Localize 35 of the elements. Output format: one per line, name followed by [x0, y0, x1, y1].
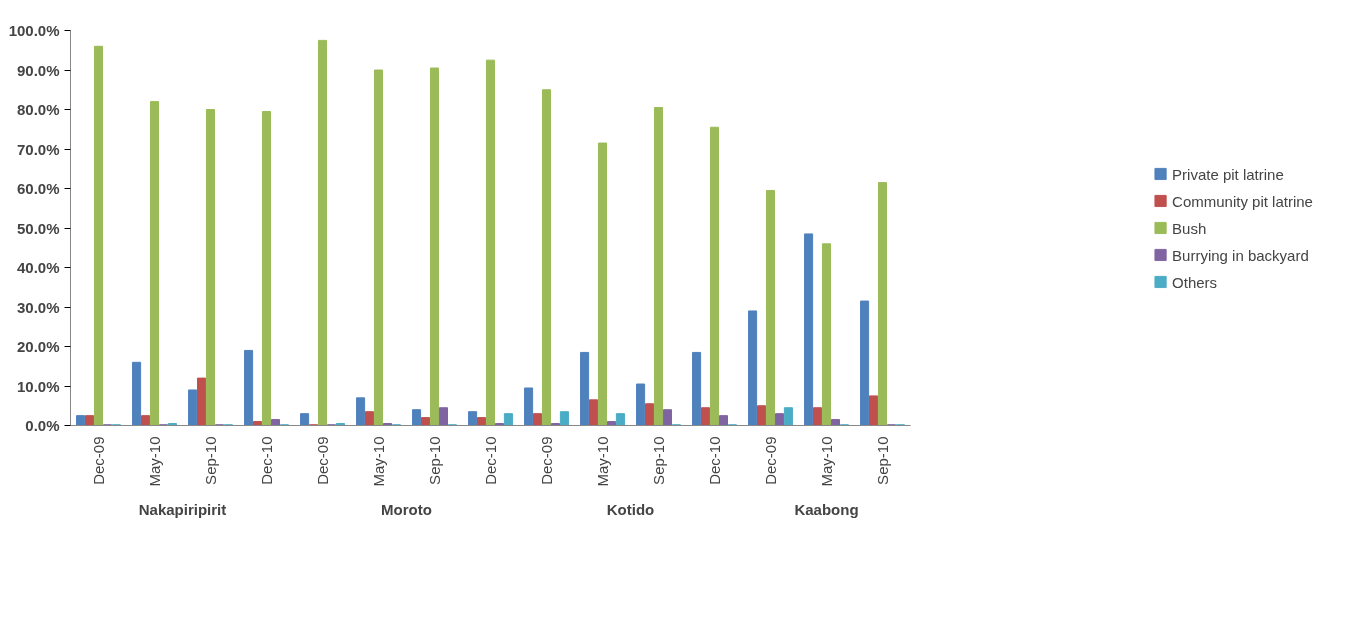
x-tick-label: Dec-09 — [90, 436, 107, 485]
x-tick-label: Sep-10 — [202, 436, 219, 485]
legend-label: Private pit latrine — [1172, 165, 1284, 182]
legend-label: Others — [1172, 273, 1218, 290]
text: Kotido — [606, 500, 655, 518]
y-tick-label: 10.0% — [16, 377, 60, 395]
x-tick-label: May-10 — [594, 436, 611, 487]
x-tick-label: Dec-09 — [762, 436, 779, 485]
y-tick-label: 100.0% — [8, 22, 60, 39]
y-tick-label: 20.0% — [16, 338, 60, 355]
y-tick-label: 80.0% — [16, 101, 60, 118]
legend-label: Bush — [1172, 219, 1207, 236]
x-tick-label: May-10 — [146, 436, 163, 487]
text: Kaabong — [794, 500, 859, 518]
y-tick-label: 70.0% — [16, 140, 60, 158]
legend-label: Community pit latrine — [1172, 192, 1313, 209]
y-tick-label: 40.0% — [16, 259, 60, 276]
x-tick-label: Sep-10 — [650, 436, 667, 485]
x-tick-label: Dec-10 — [706, 436, 723, 485]
x-tick-label: Dec-10 — [258, 436, 275, 485]
y-tick-label: 60.0% — [16, 180, 60, 197]
y-tick-label: 0.0% — [25, 417, 60, 434]
text: Nakapiripirit — [138, 500, 227, 518]
legend-label: Burrying in backyard — [1172, 246, 1309, 263]
x-tick-label: Sep-10 — [426, 436, 443, 485]
y-tick-label: 90.0% — [16, 61, 60, 79]
x-tick-label: Dec-09 — [314, 436, 331, 485]
x-tick-label: Dec-10 — [482, 436, 499, 485]
y-tick-label: 30.0% — [16, 298, 60, 316]
x-tick-label: Sep-10 — [874, 436, 891, 485]
x-tick-label: Dec-09 — [538, 436, 555, 485]
x-tick-label: May-10 — [370, 436, 387, 487]
text: Moroto — [381, 500, 432, 518]
x-tick-label: May-10 — [818, 436, 835, 487]
y-tick-label: 50.0% — [16, 219, 60, 237]
